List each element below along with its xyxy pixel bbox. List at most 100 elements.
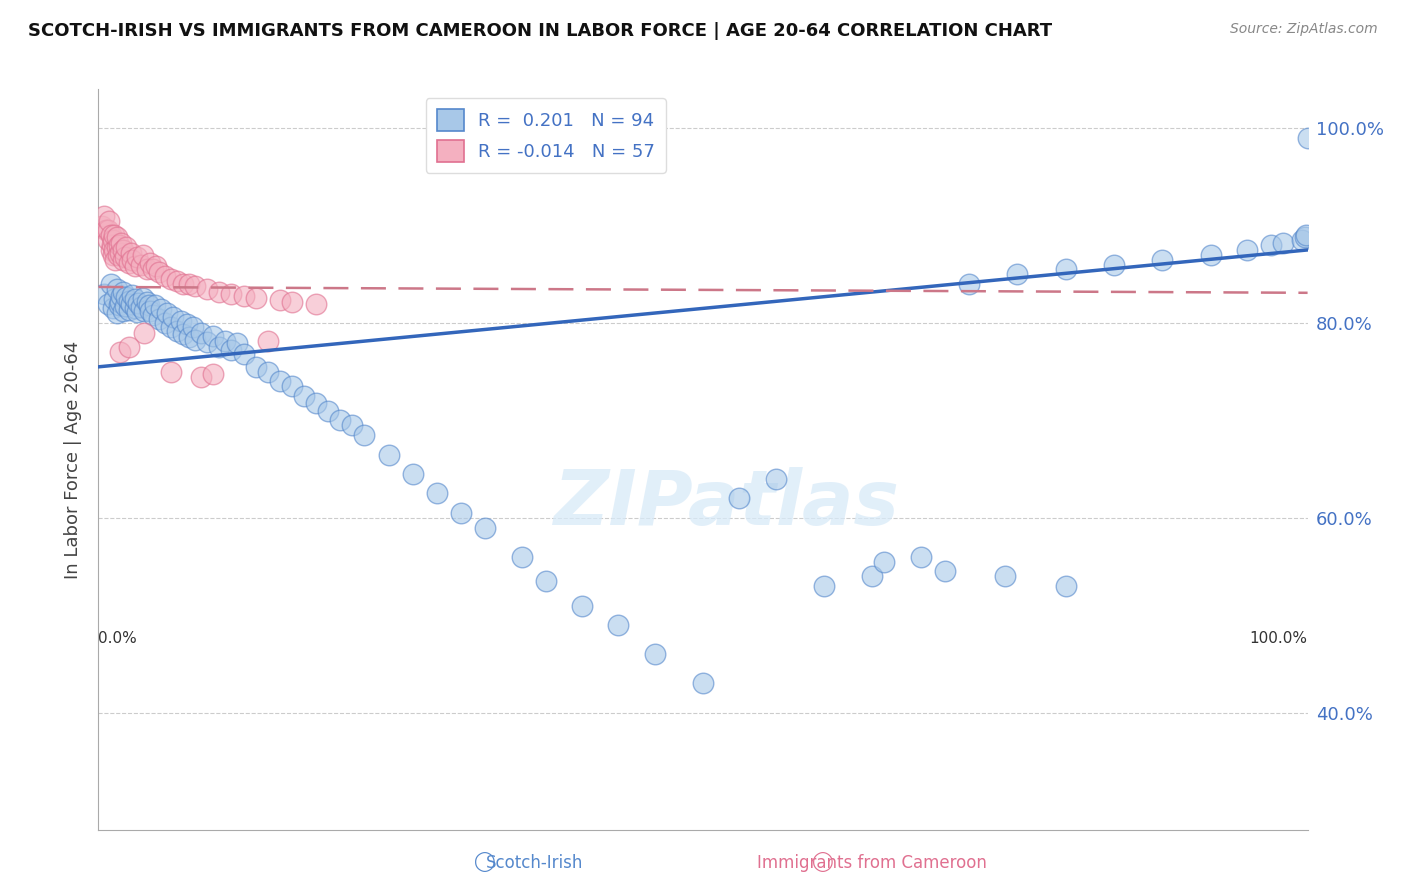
Point xyxy=(110,236,132,251)
Point xyxy=(176,317,198,331)
Point xyxy=(139,304,162,318)
Point xyxy=(108,238,131,252)
Point xyxy=(108,245,131,260)
Point xyxy=(934,565,956,579)
Point xyxy=(115,290,138,304)
Point xyxy=(127,305,149,319)
Point xyxy=(181,319,204,334)
Point xyxy=(245,291,267,305)
Point xyxy=(111,243,134,257)
Point xyxy=(1007,268,1029,282)
Point xyxy=(957,277,980,291)
Point xyxy=(179,277,201,291)
Point xyxy=(129,258,152,272)
Point xyxy=(118,293,141,308)
Point xyxy=(281,379,304,393)
Point xyxy=(292,389,315,403)
Point xyxy=(510,549,533,564)
Point xyxy=(1294,230,1316,244)
Text: Scotch-Irish: Scotch-Irish xyxy=(485,855,583,872)
Point xyxy=(1296,131,1319,145)
Point xyxy=(105,240,128,254)
Point xyxy=(153,269,176,284)
Point xyxy=(135,262,157,277)
Point xyxy=(208,340,231,354)
Point xyxy=(143,298,166,312)
Point xyxy=(202,328,225,343)
Point xyxy=(221,343,243,358)
Point xyxy=(166,274,188,288)
Point xyxy=(124,301,146,316)
Point xyxy=(100,228,122,243)
Point xyxy=(873,555,896,569)
Text: 0.0%: 0.0% xyxy=(98,632,138,646)
Text: Source: ZipAtlas.com: Source: ZipAtlas.com xyxy=(1230,22,1378,37)
Point xyxy=(426,486,449,500)
Point xyxy=(105,282,128,296)
Point xyxy=(644,647,666,661)
Text: ◯: ◯ xyxy=(474,853,496,872)
Point xyxy=(103,243,125,257)
Point xyxy=(860,569,883,583)
Point xyxy=(156,306,179,320)
Point xyxy=(107,248,129,262)
Point xyxy=(162,310,184,325)
Point xyxy=(190,326,212,340)
Point xyxy=(184,279,207,293)
Point xyxy=(138,298,160,312)
Point xyxy=(160,319,183,334)
Point xyxy=(269,375,291,389)
Point xyxy=(1236,243,1258,257)
Text: Immigrants from Cameroon: Immigrants from Cameroon xyxy=(756,855,987,872)
Point xyxy=(124,260,146,274)
Point xyxy=(813,579,835,593)
Point xyxy=(108,298,131,312)
Point xyxy=(121,252,143,267)
Point xyxy=(377,448,399,462)
Point xyxy=(118,255,141,269)
Point xyxy=(145,260,167,274)
Point xyxy=(120,245,142,260)
Point xyxy=(118,303,141,318)
Point xyxy=(221,286,243,301)
Text: ZIPatlas: ZIPatlas xyxy=(554,467,900,541)
Point xyxy=(1260,238,1282,252)
Point xyxy=(132,291,155,305)
Point xyxy=(105,230,128,244)
Point xyxy=(134,304,156,318)
Point xyxy=(179,329,201,343)
Point xyxy=(111,304,134,318)
Point xyxy=(232,347,254,361)
Point xyxy=(110,289,132,303)
Point xyxy=(1272,236,1295,251)
Point xyxy=(534,574,557,589)
Point xyxy=(474,520,496,534)
Point xyxy=(208,285,231,299)
Point xyxy=(1291,233,1313,247)
Point xyxy=(160,272,183,286)
Point xyxy=(195,282,218,296)
Point xyxy=(93,286,115,301)
Point xyxy=(111,285,134,299)
Point xyxy=(184,333,207,347)
Point xyxy=(226,336,249,351)
Point xyxy=(910,549,932,564)
Point xyxy=(111,252,134,267)
Point xyxy=(316,403,339,417)
Point xyxy=(127,250,149,264)
Point xyxy=(101,301,124,316)
Point xyxy=(114,250,136,264)
Point xyxy=(329,413,352,427)
Point xyxy=(342,418,364,433)
Point xyxy=(127,295,149,310)
Point xyxy=(256,334,278,348)
Point xyxy=(93,209,115,223)
Point xyxy=(160,365,183,379)
Point xyxy=(118,340,141,354)
Point xyxy=(121,287,143,301)
Point xyxy=(728,491,751,506)
Point xyxy=(91,219,114,233)
Point xyxy=(256,365,278,379)
Point xyxy=(571,599,593,613)
Point xyxy=(120,297,142,311)
